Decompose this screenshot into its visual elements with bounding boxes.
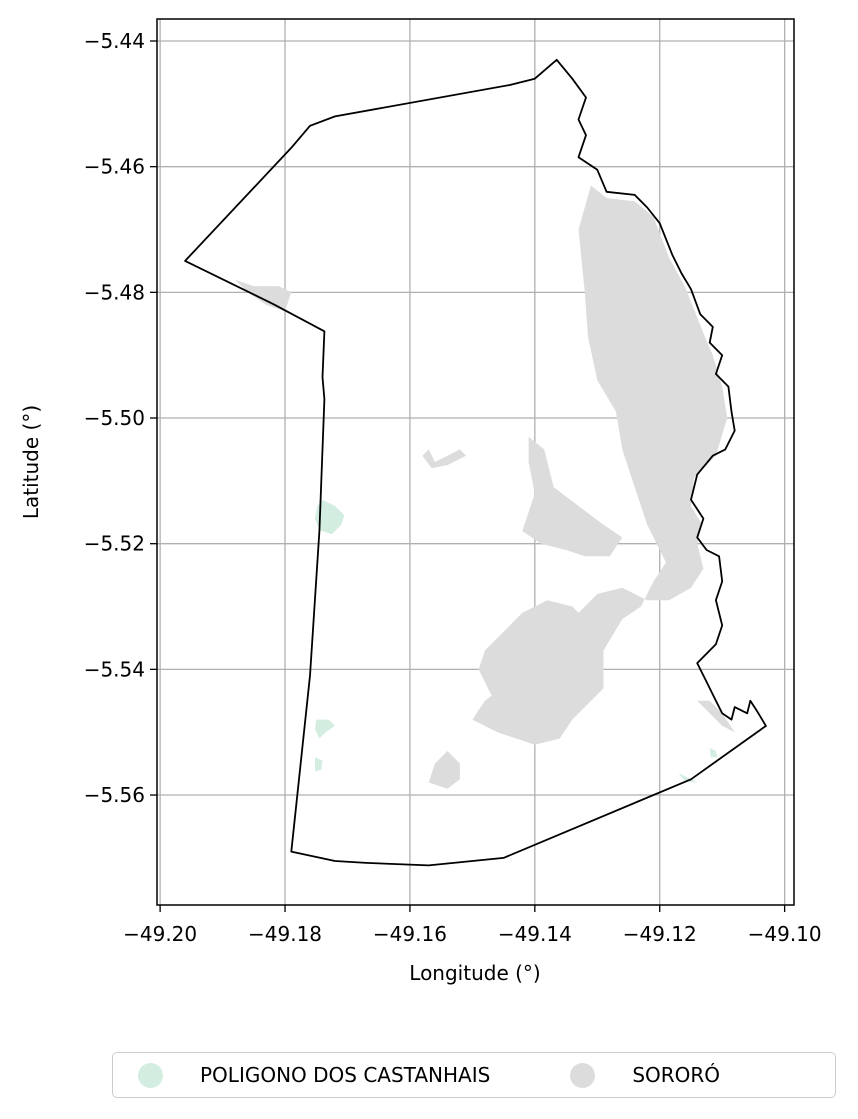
legend-label-castanhais: POLIGONO DOS CASTANHAIS [200, 1063, 491, 1087]
legend: POLIGONO DOS CASTANHAIS SORORÓ [112, 1052, 836, 1098]
legend-marker-castanhais [138, 1062, 163, 1088]
y-tick-label: −5.54 [84, 657, 145, 681]
x-tick-label: −49.14 [498, 922, 572, 946]
region-poligono-dos-castanhais [315, 719, 335, 739]
legend-item-sororo: SORORÓ [570, 1062, 721, 1088]
y-tick-label: −5.56 [84, 783, 145, 807]
map-regions [235, 185, 735, 789]
x-tick-label: −49.10 [748, 922, 822, 946]
region-soror- [697, 700, 735, 733]
region-poligono-dos-castanhais [315, 499, 345, 535]
y-tick-label: −5.46 [84, 155, 145, 179]
legend-marker-sororo [570, 1062, 596, 1088]
region-soror- [235, 279, 292, 312]
x-axis-label: Longitude (°) [409, 961, 540, 985]
boundary-outline [184, 58, 767, 867]
x-tick-label: −49.20 [123, 922, 197, 946]
region-soror- [472, 185, 728, 745]
region-poligono-dos-castanhais [315, 757, 323, 772]
y-tick-label: −5.50 [84, 406, 145, 430]
x-tick-label: −49.16 [373, 922, 447, 946]
y-tick-label: −5.52 [84, 532, 145, 556]
y-axis-label: Latitude (°) [19, 405, 43, 519]
plot-frame [156, 18, 795, 906]
x-tick-label: −49.12 [623, 922, 697, 946]
legend-item-castanhais: POLIGONO DOS CASTANHAIS [138, 1062, 491, 1088]
region-soror- [422, 449, 467, 469]
x-axis-ticks: −49.20 −49.18 −49.16 −49.14 −49.12 −49.10 [123, 905, 822, 946]
x-tick-label: −49.18 [248, 922, 322, 946]
region-soror- [428, 751, 460, 789]
y-tick-label: −5.44 [84, 29, 145, 53]
map-figure: −49.20 −49.18 −49.16 −49.14 −49.12 −49.10 −5.… [19, 18, 822, 985]
legend-label-sororo: SORORÓ [632, 1063, 721, 1087]
region-poligono-dos-castanhais [678, 773, 698, 783]
y-axis-ticks: −5.44 −5.46 −5.48 −5.50 −5.52 −5.54 −5.56 [84, 29, 157, 807]
y-tick-label: −5.48 [84, 280, 145, 304]
boundary-line [184, 58, 767, 867]
region-soror- [478, 600, 595, 720]
region-soror- [522, 436, 623, 557]
region-poligono-dos-castanhais [709, 747, 718, 758]
